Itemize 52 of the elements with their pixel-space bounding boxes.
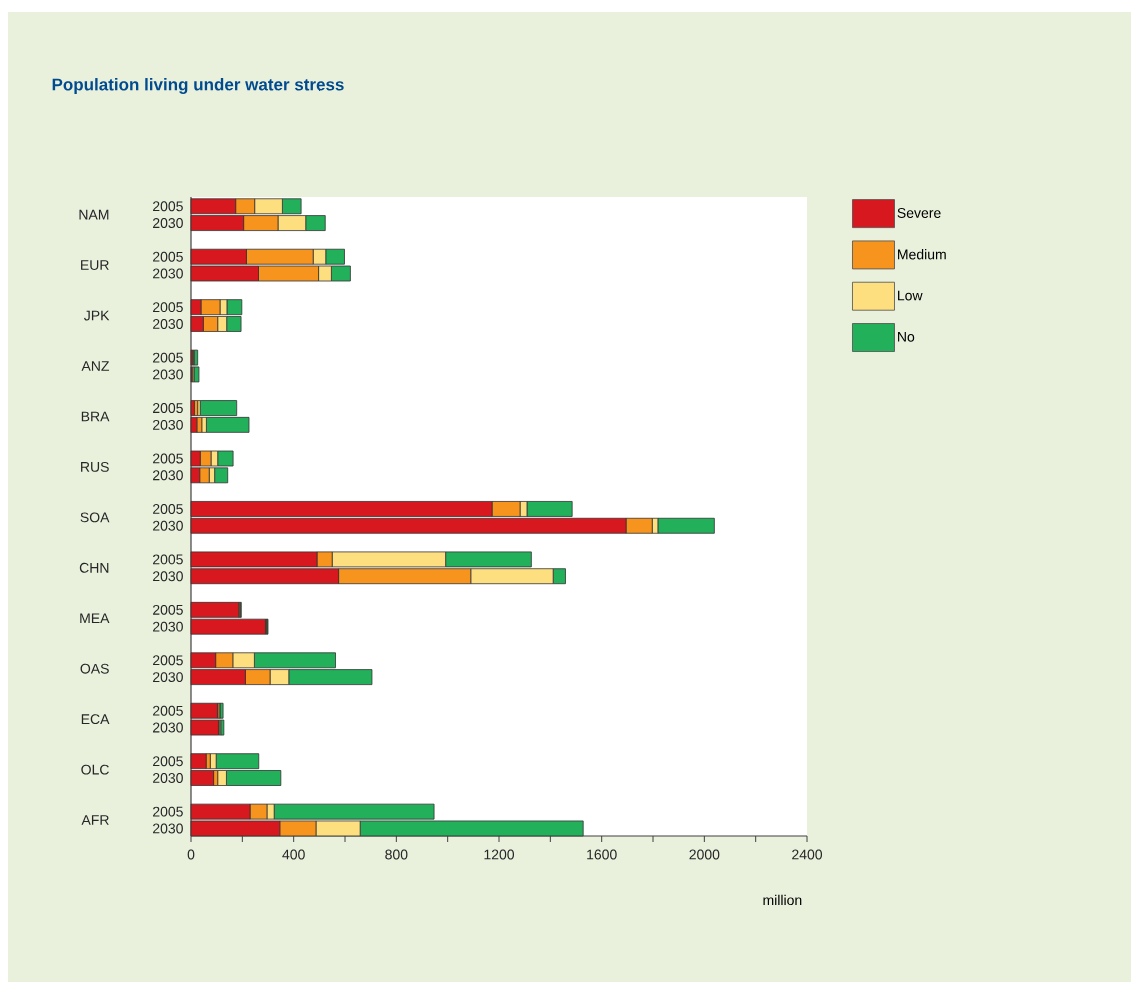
- x-tick-label: 2000: [689, 849, 720, 860]
- text: BRA: [81, 411, 110, 422]
- y-tick-label: 2005: [153, 604, 183, 615]
- text: RUS: [81, 461, 109, 472]
- x-tick-label: 0: [187, 849, 195, 860]
- y-tick-label: 2030: [153, 520, 183, 531]
- text: ECA: [81, 714, 110, 725]
- y-tick-label: 2005: [153, 352, 183, 363]
- y-tick-label: 2005: [153, 251, 183, 262]
- legend-label: Low: [898, 290, 923, 301]
- x-tick-label: 400: [282, 849, 305, 860]
- y-tick-label: 2005: [153, 655, 183, 666]
- y-tick-label: 2005: [153, 756, 183, 767]
- y-tick-label: 2005: [153, 403, 183, 414]
- y-tick-label: 2030: [153, 672, 183, 683]
- legend-label: No: [898, 331, 915, 342]
- x-tick-label: 1200: [484, 849, 515, 860]
- text: MEA: [80, 613, 110, 624]
- x-tick-label: 800: [385, 849, 408, 860]
- y-tick-label: 2005: [153, 302, 183, 313]
- y-tick-label: 2005: [153, 705, 183, 716]
- legend-label: Severe: [897, 207, 941, 218]
- y-tick-label: 2030: [153, 571, 183, 582]
- text: ANZ: [81, 361, 110, 371]
- x-tick-label: 2400: [792, 849, 823, 860]
- chart-title: Population living under water stress: [52, 78, 344, 94]
- y-tick-label: 2030: [153, 419, 183, 430]
- text: EUR: [81, 260, 109, 271]
- x-axis-title: million: [763, 894, 802, 906]
- text: CHN: [79, 562, 109, 573]
- x-tick-label: 1600: [587, 849, 617, 860]
- y-tick-label: 2030: [153, 218, 183, 229]
- y-tick-label: 2030: [153, 319, 183, 329]
- y-tick-label: 2030: [153, 621, 183, 632]
- y-tick-label: 2005: [153, 806, 183, 817]
- y-tick-label: 2030: [153, 369, 183, 380]
- y-tick-label: 2030: [153, 722, 183, 733]
- legend-label: Medium: [898, 249, 946, 260]
- y-tick-label: 2030: [153, 773, 183, 783]
- y-tick-label: 2005: [153, 201, 183, 212]
- text: SOA: [80, 512, 110, 523]
- y-tick-label: 2030: [153, 823, 183, 834]
- text: NAM: [79, 209, 109, 220]
- y-tick-label: 2005: [153, 554, 183, 565]
- y-tick-label: 2005: [153, 453, 183, 464]
- y-tick-label: 2030: [153, 268, 183, 279]
- text: OLC: [81, 764, 109, 775]
- y-tick-label: 2005: [153, 503, 183, 514]
- text: OAS: [80, 663, 109, 674]
- text: AFR: [81, 815, 109, 825]
- y-tick-label: 2030: [153, 470, 183, 481]
- text: JPK: [84, 310, 110, 321]
